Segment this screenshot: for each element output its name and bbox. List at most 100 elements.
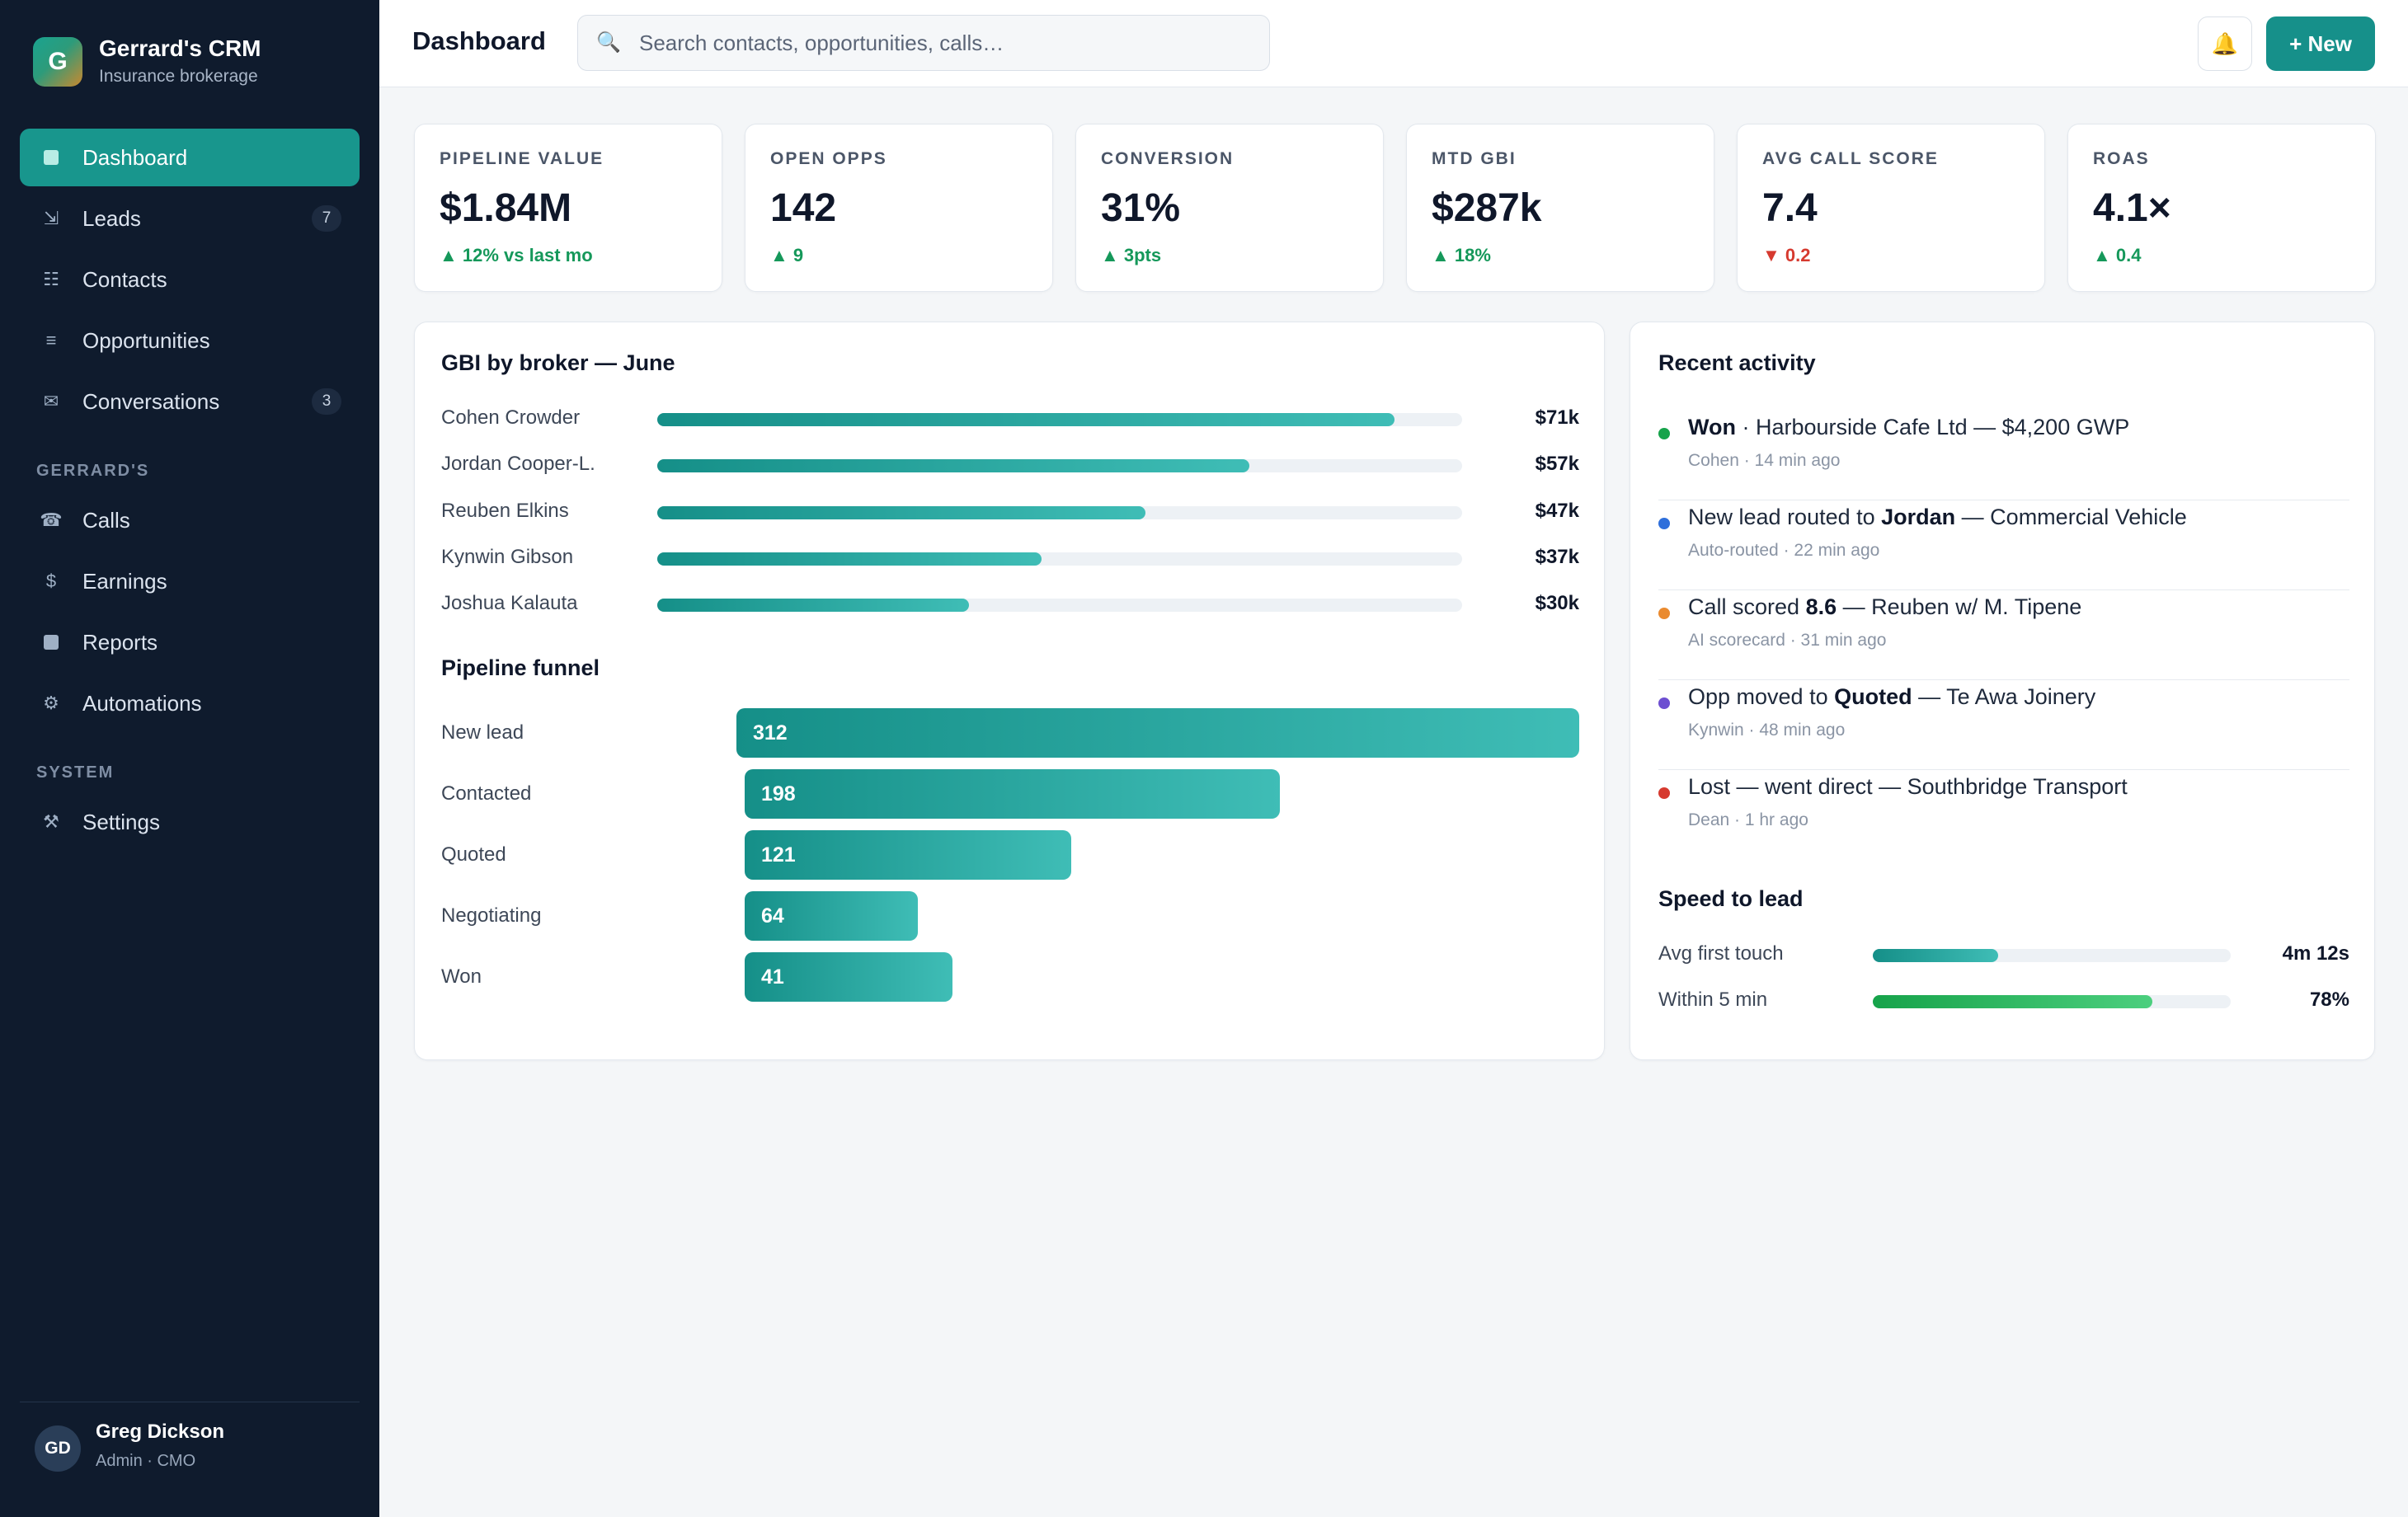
- speed-row: Avg first touch 4m 12s: [1658, 937, 2349, 970]
- brand[interactable]: G Gerrard's CRM Insurance brokerage: [33, 35, 261, 89]
- sidebar-item-contacts[interactable]: ☷ Contacts: [20, 251, 360, 308]
- broker-row[interactable]: Kynwin Gibson $37k: [441, 541, 1579, 574]
- kpi-delta: ▲ 3pts: [1101, 245, 1162, 265]
- speed-track: [1873, 949, 2231, 962]
- kpi-value: 7.4: [1762, 186, 1818, 230]
- activity-item[interactable]: Call scored 8.6 — Reuben w/ M. Tipene AI…: [1658, 589, 2349, 680]
- funnel-bar: 64: [745, 891, 918, 941]
- sidebar-item-earnings[interactable]: $ Earnings: [20, 552, 360, 610]
- broker-value: $37k: [1535, 546, 1579, 568]
- funnel-label: Negotiating: [441, 904, 542, 927]
- sidebar-item-reports[interactable]: Reports: [20, 613, 360, 671]
- broker-row[interactable]: Reuben Elkins $47k: [441, 495, 1579, 528]
- broker-value: $71k: [1535, 406, 1579, 429]
- kpi-card-conversion[interactable]: CONVERSION 31% ▲ 3pts: [1075, 124, 1384, 292]
- kpi-card-pipeline-value[interactable]: PIPELINE VALUE $1.84M ▲ 12% vs last mo: [414, 124, 722, 292]
- activity-meta: Auto-routed · 22 min ago: [1688, 541, 1880, 560]
- dollar-icon: $: [45, 571, 57, 591]
- search-icon: 🔍: [596, 31, 621, 54]
- funnel-bar: 121: [745, 830, 1071, 880]
- sidebar-item-conversations[interactable]: ✉ Conversations 3: [20, 373, 360, 430]
- speed-value: 78%: [2309, 989, 2349, 1011]
- activity-item[interactable]: Lost — went direct — Southbridge Transpo…: [1658, 769, 2349, 860]
- speed-label: Within 5 min: [1658, 989, 1768, 1011]
- funnel-stage[interactable]: Quoted 121: [441, 830, 1579, 880]
- notifications-button[interactable]: 🔔: [2198, 16, 2252, 71]
- sidebar-item-leads[interactable]: ⇲ Leads 7: [20, 190, 360, 247]
- activity-item[interactable]: Won · Harbourside Cafe Ltd — $4,200 GWP …: [1658, 410, 2349, 500]
- kpi-value: $287k: [1432, 186, 1542, 230]
- sidebar-item-label: Conversations: [82, 388, 220, 414]
- sidebar-item-settings[interactable]: ⚒ Settings: [20, 793, 360, 851]
- activity-dot: [1658, 518, 1670, 529]
- kpi-card-open-opps[interactable]: OPEN OPPS 142 ▲ 9: [745, 124, 1053, 292]
- square-icon: [41, 635, 61, 650]
- broker-row[interactable]: Jordan Cooper-L. $57k: [441, 448, 1579, 481]
- topbar: Dashboard 🔍 🔔 + New: [379, 0, 2408, 87]
- user-profile[interactable]: GD Greg Dickson Admin · CMO: [20, 1402, 360, 1517]
- broker-track: [657, 552, 1462, 566]
- activity-dot: [1658, 608, 1670, 619]
- funnel-label: Contacted: [441, 782, 532, 805]
- funnel-value: 41: [761, 965, 784, 989]
- nav-section-system: SYSTEM: [36, 763, 115, 782]
- funnel-stage[interactable]: Negotiating 64: [441, 891, 1579, 941]
- kpi-card-roas[interactable]: ROAS 4.1× ▲ 0.4: [2067, 124, 2376, 292]
- sidebar-item-label: Contacts: [82, 266, 167, 292]
- funnel-bar: 198: [745, 769, 1280, 819]
- activity-meta: Dean · 1 hr ago: [1688, 810, 1808, 829]
- sidebar-item-label: Automations: [82, 690, 202, 716]
- activity-item[interactable]: Opp moved to Quoted — Te Awa Joinery Kyn…: [1658, 679, 2349, 770]
- activity-text: Call scored 8.6 — Reuben w/ M. Tipene: [1688, 594, 2082, 619]
- kpi-delta: ▲ 12% vs last mo: [440, 245, 593, 265]
- broker-row[interactable]: Cohen Crowder $71k: [441, 402, 1579, 434]
- funnel-title: Pipeline funnel: [441, 655, 600, 680]
- funnel-value: 64: [761, 904, 784, 928]
- activity-text: Opp moved to Quoted — Te Awa Joinery: [1688, 684, 2096, 709]
- sidebar-nav: Dashboard ⇲ Leads 7 ☷ Contacts ≡ Opportu…: [20, 129, 360, 854]
- activity-dot: [1658, 428, 1670, 439]
- speed-value: 4m 12s: [2282, 942, 2349, 965]
- sidebar-item-label: Reports: [82, 629, 158, 655]
- sidebar-item-opportunities[interactable]: ≡ Opportunities: [20, 312, 360, 369]
- broker-track: [657, 599, 1462, 612]
- list-icon: ☷: [43, 269, 59, 289]
- kpi-card-avg-call-score[interactable]: AVG CALL SCORE 7.4 ▼ 0.2: [1737, 124, 2045, 292]
- kpi-value: 31%: [1101, 186, 1181, 230]
- kpi-value: 4.1×: [2093, 186, 2171, 230]
- activity-title: Recent activity: [1658, 350, 1816, 375]
- speed-track: [1873, 995, 2231, 1008]
- brand-text: Gerrard's CRM Insurance brokerage: [99, 35, 261, 89]
- sidebar-item-dashboard[interactable]: Dashboard: [20, 129, 360, 186]
- sidebar-item-label: Earnings: [82, 568, 167, 594]
- new-button[interactable]: + New: [2266, 16, 2375, 71]
- funnel-bar: 41: [745, 952, 952, 1002]
- broker-row[interactable]: Joshua Kalauta $30k: [441, 587, 1579, 620]
- broker-bar: [657, 459, 1249, 472]
- brand-logo: G: [33, 37, 82, 87]
- broker-name: Jordan Cooper-L.: [441, 453, 595, 475]
- sidebar-item-automations[interactable]: ⚙ Automations: [20, 674, 360, 732]
- funnel-stage[interactable]: New lead 312: [441, 708, 1579, 758]
- sidebar-item-calls[interactable]: ☎ Calls: [20, 491, 360, 549]
- broker-name: Reuben Elkins: [441, 500, 569, 522]
- kpi-card-mtd-gbi[interactable]: MTD GBI $287k ▲ 18%: [1406, 124, 1714, 292]
- broker-value: $47k: [1535, 500, 1579, 522]
- kpi-label: ROAS: [2093, 149, 2150, 168]
- activity-text: Lost — went direct — Southbridge Transpo…: [1688, 774, 2128, 799]
- activity-dot: [1658, 697, 1670, 709]
- envelope-icon: ✉: [43, 391, 59, 411]
- funnel-label: New lead: [441, 721, 524, 744]
- funnel-stage[interactable]: Contacted 198: [441, 769, 1579, 819]
- kpi-label: CONVERSION: [1101, 149, 1235, 168]
- broker-bar: [657, 599, 969, 612]
- broker-value: $57k: [1535, 453, 1579, 475]
- sidebar-item-label: Opportunities: [82, 327, 210, 353]
- funnel-stage[interactable]: Won 41: [441, 952, 1579, 1002]
- activity-item[interactable]: New lead routed to Jordan — Commercial V…: [1658, 500, 2349, 590]
- search-input[interactable]: [639, 16, 1249, 70]
- user-role: Admin · CMO: [96, 1452, 196, 1470]
- conversations-count-badge: 3: [312, 388, 341, 415]
- kpi-value: $1.84M: [440, 186, 572, 230]
- avatar: GD: [35, 1425, 81, 1472]
